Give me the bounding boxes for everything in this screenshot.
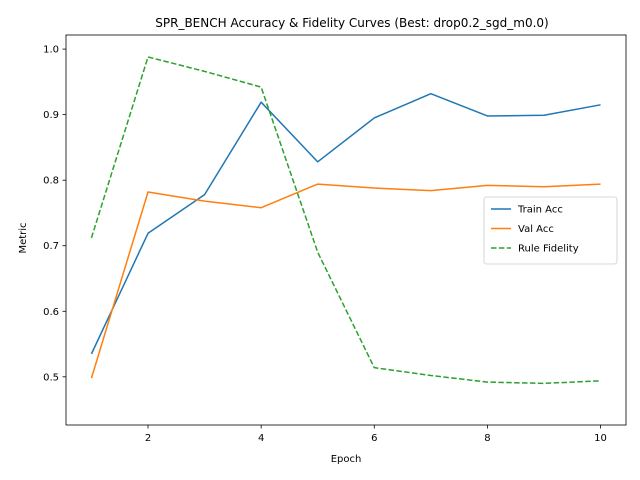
- legend-label: Rule Fidelity: [518, 244, 579, 255]
- x-tick-label: 4: [258, 433, 264, 444]
- plot-lines: [90, 56, 601, 385]
- y-tick-label: 0.5: [43, 372, 59, 383]
- x-tick-label: 6: [371, 433, 377, 444]
- y-axis: 0.5 0.6 0.7 0.8 0.9 1.0: [43, 45, 66, 383]
- series-line-val-acc: [90, 183, 601, 379]
- y-tick-label: 0.8: [43, 176, 59, 187]
- y-tick-label: 1.0: [43, 45, 59, 56]
- x-axis: 2 4 6 8 10: [145, 425, 607, 444]
- y-axis-label: Metric: [18, 222, 29, 253]
- x-axis-label: Epoch: [331, 454, 362, 465]
- x-tick-label: 10: [594, 433, 607, 444]
- series-line-train-acc: [90, 92, 601, 355]
- chart-title: SPR_BENCH Accuracy & Fidelity Curves (Be…: [155, 16, 548, 30]
- series-line-rule-fidelity: [90, 56, 601, 385]
- y-tick-label: 0.7: [43, 241, 59, 252]
- x-tick-label: 2: [145, 433, 151, 444]
- legend-label: Train Acc: [517, 205, 563, 216]
- y-tick-label: 0.6: [43, 307, 59, 318]
- plot-frame: [65, 34, 627, 426]
- y-tick-label: 0.9: [43, 110, 59, 121]
- x-tick-label: 8: [484, 433, 490, 444]
- legend-label: Val Acc: [518, 224, 554, 235]
- legend-box: [483, 196, 618, 265]
- legend: Train Acc Val Acc Rule Fidelity: [483, 196, 618, 265]
